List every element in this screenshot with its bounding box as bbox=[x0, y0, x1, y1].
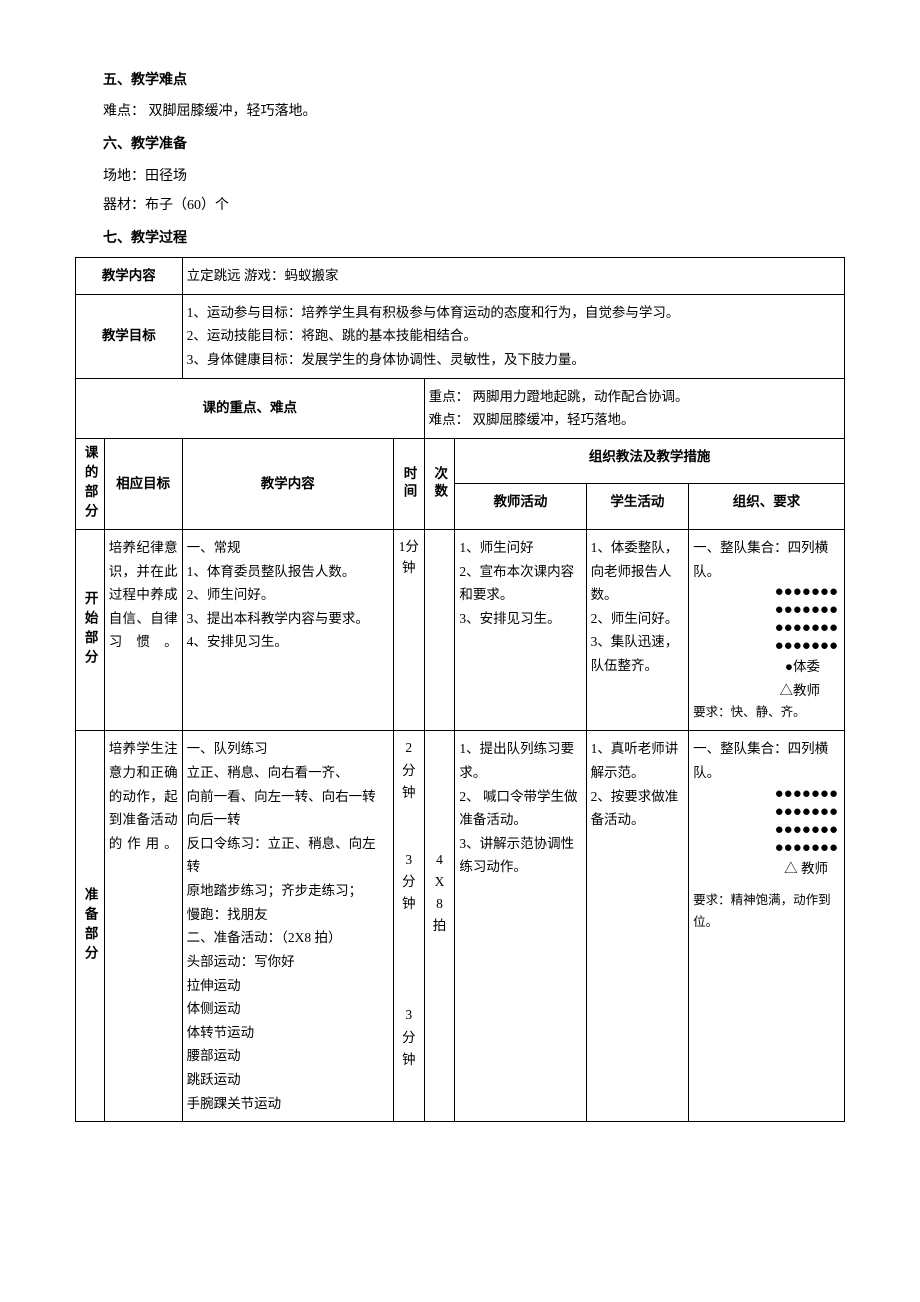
table-row: 课的重点、难点 重点： 两脚用力蹬地起跳，动作配合协调。 难点： 双脚屈膝缓冲，… bbox=[76, 378, 845, 438]
start-org-title: 一、整队集合：四列横队。 bbox=[693, 536, 840, 583]
prep-org-title: 一、整队集合：四列横队。 bbox=[693, 737, 840, 784]
hdr-content: 教学内容 bbox=[182, 438, 393, 529]
table-row-start: 开始部分 培养纪律意识，并在此过程中养成自信、自律习惯。 一、常规 1、体育委员… bbox=[76, 529, 845, 730]
prep-part: 准备部分 bbox=[76, 731, 105, 1122]
start-org: 一、整队集合：四列横队。 ●●●●●●● ●●●●●●● ●●●●●●● ●●●… bbox=[689, 529, 845, 730]
keypoint-text-1: 重点： 两脚用力蹬地起跳，动作配合协调。 bbox=[429, 385, 840, 409]
keypoint-value-cell: 重点： 两脚用力蹬地起跳，动作配合协调。 难点： 双脚屈膝缓冲，轻巧落地。 bbox=[424, 378, 844, 438]
body-5: 难点： 双脚屈膝缓冲，轻巧落地。 bbox=[75, 99, 845, 124]
start-content: 一、常规 1、体育委员整队报告人数。 2、师生问好。 3、提出本科教学内容与要求… bbox=[182, 529, 393, 730]
prep-org-legend: △ 教师 bbox=[693, 857, 840, 881]
hdr-time: 时间 bbox=[393, 438, 424, 529]
prep-org: 一、整队集合：四列横队。 ●●●●●●● ●●●●●●● ●●●●●●● ●●●… bbox=[689, 731, 845, 1122]
start-org-req: 要求：快、静、齐。 bbox=[693, 702, 840, 724]
table-row: 教学内容 立定跳远 游戏：蚂蚁搬家 bbox=[76, 258, 845, 295]
hdr-part: 课的部分 bbox=[76, 438, 105, 529]
body-6-1: 场地：田径场 bbox=[75, 164, 845, 189]
heading-7: 七、教学过程 bbox=[75, 226, 845, 251]
start-teacher: 1、师生问好 2、宣布本次课内容和要求。 3、安排见习生。 bbox=[455, 529, 586, 730]
start-org-legend-1: ●体委 bbox=[693, 655, 840, 679]
content-value-cell: 立定跳远 游戏：蚂蚁搬家 bbox=[182, 258, 844, 295]
prep-time: 2 分 钟 3 分 钟 3 分 钟 bbox=[393, 731, 424, 1122]
start-count bbox=[424, 529, 455, 730]
goal-line-2: 2、运动技能目标：将跑、跳的基本技能相结合。 bbox=[187, 324, 840, 348]
spacer bbox=[693, 880, 840, 890]
heading-6: 六、教学准备 bbox=[75, 132, 845, 157]
start-part: 开始部分 bbox=[76, 529, 105, 730]
prep-org-dots: ●●●●●●● ●●●●●●● ●●●●●●● ●●●●●●● bbox=[693, 785, 840, 857]
keypoint-label-cell: 课的重点、难点 bbox=[76, 378, 425, 438]
goal-line-1: 1、运动参与目标：培养学生具有积极参与体育运动的态度和行为，自觉参与学习。 bbox=[187, 301, 840, 325]
goal-line-3: 3、身体健康目标：发展学生的身体协调性、灵敏性，及下肢力量。 bbox=[187, 348, 840, 372]
table-header-row: 课的部分 相应目标 教学内容 时间 次数 组织教法及教学措施 bbox=[76, 438, 845, 484]
content-label-cell: 教学内容 bbox=[76, 258, 183, 295]
start-student: 1、体委整队，向老师报告人数。 2、师生问好。 3、集队迅速，队伍整齐。 bbox=[586, 529, 689, 730]
hdr-org: 组织、要求 bbox=[689, 484, 845, 530]
table-row: 教学目标 1、运动参与目标：培养学生具有积极参与体育运动的态度和行为，自觉参与学… bbox=[76, 294, 845, 378]
lesson-plan-table: 教学内容 立定跳远 游戏：蚂蚁搬家 教学目标 1、运动参与目标：培养学生具有积极… bbox=[75, 257, 845, 1122]
prep-student: 1、真听老师讲解示范。 2、按要求做准备活动。 bbox=[586, 731, 689, 1122]
heading-5: 五、教学难点 bbox=[75, 68, 845, 93]
start-org-legend-2: △教师 bbox=[693, 679, 840, 703]
hdr-student: 学生活动 bbox=[586, 484, 689, 530]
prep-teacher: 1、提出队列练习要求。 2、 喊口令带学生做准备活动。 3、讲解示范协调性练习动… bbox=[455, 731, 586, 1122]
hdr-goal: 相应目标 bbox=[104, 438, 182, 529]
start-time: 1分钟 bbox=[393, 529, 424, 730]
hdr-count: 次数 bbox=[424, 438, 455, 529]
keypoint-text-2: 难点： 双脚屈膝缓冲，轻巧落地。 bbox=[429, 408, 840, 432]
table-row-prep: 准备部分 培养学生注意力和正确的动作，起到准备活动的作用。 一、队列练习 立正、… bbox=[76, 731, 845, 1122]
prep-org-req: 要求：精神饱满，动作到位。 bbox=[693, 890, 840, 934]
start-org-dots: ●●●●●●● ●●●●●●● ●●●●●●● ●●●●●●● bbox=[693, 583, 840, 655]
start-goal: 培养纪律意识，并在此过程中养成自信、自律习惯。 bbox=[104, 529, 182, 730]
prep-count: 4 X 8 拍 bbox=[424, 731, 455, 1122]
goal-value-cell: 1、运动参与目标：培养学生具有积极参与体育运动的态度和行为，自觉参与学习。 2、… bbox=[182, 294, 844, 378]
hdr-teacher: 教师活动 bbox=[455, 484, 586, 530]
goal-label-cell: 教学目标 bbox=[76, 294, 183, 378]
body-6-2: 器材：布子（60）个 bbox=[75, 193, 845, 218]
prep-content: 一、队列练习 立正、稍息、向右看一齐、 向前一看、向左一转、向右一转向后一转 反… bbox=[182, 731, 393, 1122]
hdr-methods: 组织教法及教学措施 bbox=[455, 438, 845, 484]
prep-goal: 培养学生注意力和正确的动作，起到准备活动的作用。 bbox=[104, 731, 182, 1122]
